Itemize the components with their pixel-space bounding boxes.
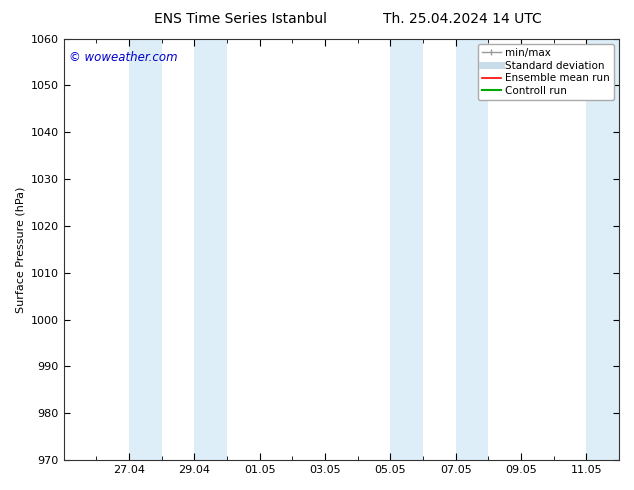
Text: ENS Time Series Istanbul: ENS Time Series Istanbul (155, 12, 327, 26)
Bar (586, 39, 619, 460)
Text: Th. 25.04.2024 14 UTC: Th. 25.04.2024 14 UTC (384, 12, 542, 26)
Bar (456, 39, 488, 460)
Text: © woweather.com: © woweather.com (69, 51, 178, 64)
Bar (194, 39, 227, 460)
Bar (391, 39, 423, 460)
Legend: min/max, Standard deviation, Ensemble mean run, Controll run: min/max, Standard deviation, Ensemble me… (478, 44, 614, 100)
Y-axis label: Surface Pressure (hPa): Surface Pressure (hPa) (15, 186, 25, 313)
Bar (129, 39, 162, 460)
